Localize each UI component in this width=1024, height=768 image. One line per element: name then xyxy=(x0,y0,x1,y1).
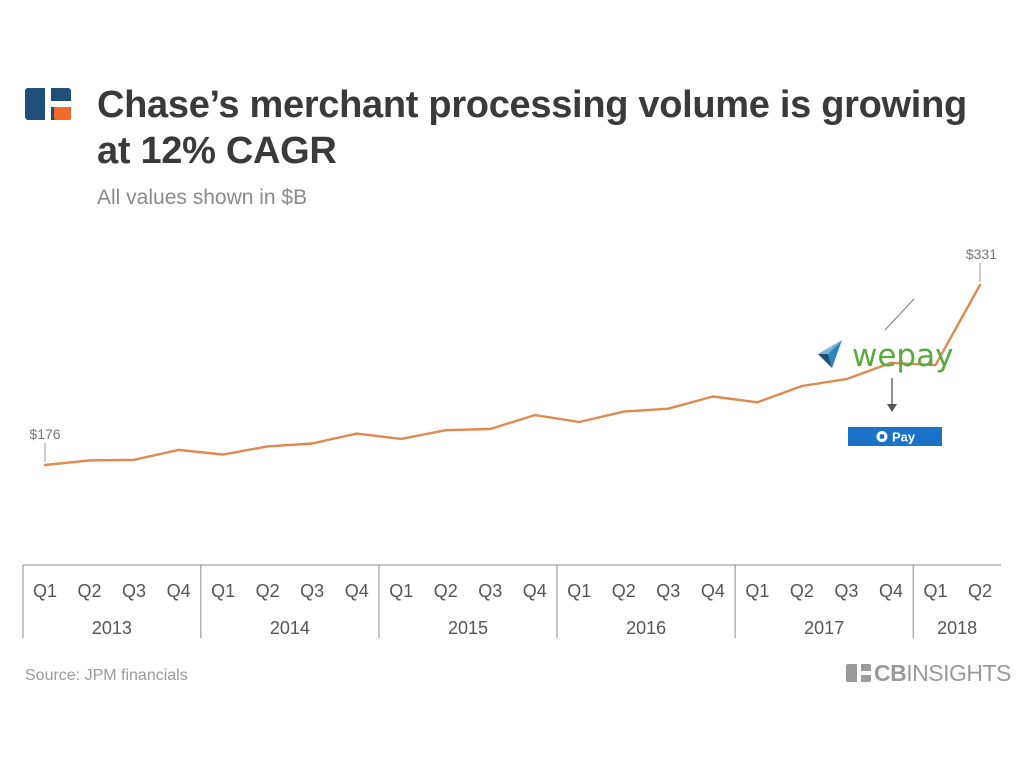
quarter-tick-label: Q4 xyxy=(879,581,903,601)
quarter-tick-label: Q1 xyxy=(567,581,591,601)
data-label: $176 xyxy=(29,426,60,442)
data-point xyxy=(355,432,358,435)
data-point xyxy=(43,463,47,467)
data-point xyxy=(310,442,314,445)
quarter-tick-label: Q3 xyxy=(300,581,324,601)
line-chart: 2013 2014 2015 2016 2017 2018 Q1 Q2 Q3 Q4 Q1 Q2 Q3 Q4… xyxy=(22,246,1001,638)
quarter-tick-label: Q2 xyxy=(434,581,458,601)
data-labels: $176 $331 xyxy=(29,246,997,462)
data-point xyxy=(177,448,180,452)
series-layer xyxy=(43,283,982,467)
insights-text: INSIGHTS xyxy=(906,659,1011,686)
wepay-wordmark: wepay xyxy=(852,338,953,374)
wepay-logo-icon xyxy=(818,340,842,368)
cb-bold: CB xyxy=(874,659,907,686)
data-point xyxy=(533,413,536,417)
data-point xyxy=(756,401,759,404)
quarter-tick-label: Q3 xyxy=(478,581,502,601)
chart-title: Chase’s merchant processing volume is gr… xyxy=(97,84,967,172)
quarter-tick-label: Q4 xyxy=(345,581,369,601)
cb-insights-small-logo-icon xyxy=(846,664,871,682)
cb-insights-logo xyxy=(25,88,71,120)
data-point xyxy=(221,453,225,456)
quarter-tick-label: Q2 xyxy=(256,581,280,601)
data-point xyxy=(266,445,269,448)
data-point xyxy=(444,429,447,432)
data-point xyxy=(489,427,492,431)
quarter-tick-label: Q4 xyxy=(167,581,191,601)
data-point xyxy=(578,420,581,424)
data-point xyxy=(132,458,136,461)
quarter-tick-label: Q3 xyxy=(122,581,146,601)
data-point xyxy=(889,361,893,364)
quarter-tick-label: Q1 xyxy=(389,581,413,601)
data-point xyxy=(400,437,403,441)
wepay-annotation: wepay Pay xyxy=(818,298,953,446)
quarter-tick-label: Q2 xyxy=(612,581,636,601)
quarter-tick-label: Q1 xyxy=(923,581,947,601)
year-label: 2018 xyxy=(937,618,977,638)
data-point xyxy=(934,363,937,367)
arrow-down-icon xyxy=(887,404,897,412)
data-point xyxy=(88,459,91,462)
quarter-tick-label: Q1 xyxy=(33,581,57,601)
pay-label: Pay xyxy=(892,430,916,445)
chase-pay-badge xyxy=(848,427,942,446)
cbinsights-wordmark: CBINSIGHTS xyxy=(874,660,1011,687)
data-point xyxy=(667,407,670,410)
year-label: 2015 xyxy=(448,618,488,638)
data-point xyxy=(711,395,715,398)
quarter-tick-label: Q2 xyxy=(968,581,992,601)
quarter-tick-label: Q4 xyxy=(523,581,547,601)
wepay-leader-line xyxy=(884,298,915,331)
data-point xyxy=(978,283,982,287)
year-label: 2016 xyxy=(626,618,666,638)
cbinsights-brand: CBINSIGHTS xyxy=(846,660,1011,686)
series-line xyxy=(44,284,982,467)
quarter-tick-label: Q1 xyxy=(745,581,769,601)
year-label: 2013 xyxy=(92,618,132,638)
quarter-tick-label: Q3 xyxy=(656,581,680,601)
quarter-tick-label: Q4 xyxy=(701,581,725,601)
year-label: 2017 xyxy=(804,618,844,638)
chase-octagon-hole xyxy=(879,434,885,439)
quarter-tick-label: Q1 xyxy=(211,581,235,601)
quarter-tick-label: Q2 xyxy=(790,581,814,601)
data-point xyxy=(845,377,848,381)
chart-subtitle: All values shown in $B xyxy=(97,186,308,209)
data-point xyxy=(622,410,625,413)
data-point xyxy=(800,384,804,388)
quarter-tick-label: Q2 xyxy=(77,581,101,601)
quarter-tick-label: Q3 xyxy=(834,581,858,601)
source-note: Source: JPM financials xyxy=(25,667,188,684)
data-label: $331 xyxy=(966,246,997,262)
x-axis: 2013 2014 2015 2016 2017 2018 Q1 Q2 Q3 Q4 Q1 Q2 Q3 Q4… xyxy=(22,564,1001,638)
year-label: 2014 xyxy=(270,618,310,638)
